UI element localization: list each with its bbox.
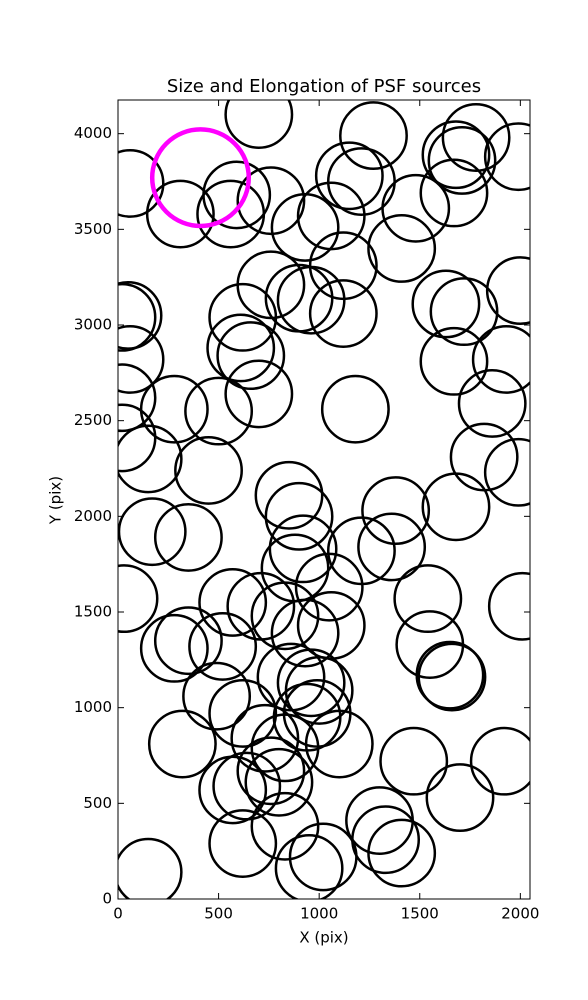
source-ellipse xyxy=(483,437,530,507)
x-tick-label: 2000 xyxy=(501,905,539,923)
highlight-ellipse xyxy=(149,127,252,229)
source-ellipse xyxy=(421,472,491,542)
y-tick-label: 1000 xyxy=(74,698,112,716)
y-tick-label: 3500 xyxy=(74,220,112,238)
source-ellipse xyxy=(118,837,183,899)
source-ellipse xyxy=(421,120,491,190)
source-ellipse xyxy=(268,514,338,584)
source-ellipse xyxy=(244,747,314,817)
x-axis-label: X (pix) xyxy=(299,929,348,947)
source-ellipse xyxy=(415,640,485,710)
source-ellipse xyxy=(174,435,243,505)
y-tick-label: 3000 xyxy=(74,316,112,334)
source-ellipse xyxy=(208,282,278,352)
source-ellipse xyxy=(230,703,300,773)
source-ellipse xyxy=(139,374,209,444)
source-ellipse xyxy=(224,100,294,149)
source-ellipse xyxy=(339,101,408,171)
source-ellipse xyxy=(361,476,431,546)
source-ellipse xyxy=(381,173,451,243)
plot-area xyxy=(118,100,530,899)
source-ellipse xyxy=(485,256,530,325)
source-ellipse xyxy=(469,726,530,796)
source-ellipse xyxy=(184,376,254,446)
source-ellipse xyxy=(457,369,527,438)
y-tick-label: 0 xyxy=(102,890,112,908)
source-ellipse xyxy=(483,122,530,192)
source-ellipse xyxy=(419,158,489,228)
source-ellipse xyxy=(264,481,334,551)
source-ellipse xyxy=(118,325,165,394)
x-tick-label: 0 xyxy=(113,905,123,923)
y-axis-label: Y (pix) xyxy=(47,476,65,525)
source-ellipse xyxy=(367,818,437,888)
source-ellipse xyxy=(357,512,427,582)
source-ellipse xyxy=(118,403,157,473)
source-ellipse xyxy=(145,179,215,249)
y-tick-label: 2500 xyxy=(74,411,112,429)
source-ellipse xyxy=(411,269,481,339)
source-ellipse xyxy=(427,126,497,195)
source-ellipse xyxy=(202,160,272,230)
source-ellipse xyxy=(118,564,159,634)
source-ellipse xyxy=(216,321,286,391)
source-ellipse xyxy=(304,709,374,779)
source-ellipse xyxy=(236,166,306,236)
source-ellipse xyxy=(118,363,157,433)
source-ellipse xyxy=(276,648,346,718)
source-ellipse xyxy=(419,326,489,396)
source-ellipse xyxy=(429,277,499,347)
source-ellipse xyxy=(250,581,320,651)
source-ellipse xyxy=(320,374,390,444)
source-ellipse xyxy=(308,279,378,348)
source-ellipse xyxy=(118,497,187,567)
source-ellipse xyxy=(118,281,163,350)
source-ellipse xyxy=(224,359,294,429)
source-ellipse xyxy=(188,611,258,681)
source-ellipse xyxy=(118,148,165,218)
x-tick-label: 1500 xyxy=(401,905,439,923)
source-ellipse xyxy=(198,567,268,637)
source-ellipse xyxy=(274,833,344,899)
source-ellipse xyxy=(139,613,209,683)
source-ellipse xyxy=(182,661,252,731)
source-ellipse xyxy=(471,325,530,394)
source-ellipse xyxy=(250,791,320,861)
source-ellipse xyxy=(288,822,358,892)
source-ellipse xyxy=(236,736,306,806)
source-ellipse xyxy=(417,642,487,712)
source-ellipse xyxy=(425,763,495,833)
source-ellipse xyxy=(270,192,340,262)
source-ellipse xyxy=(270,598,340,668)
source-ellipse xyxy=(118,424,183,494)
source-ellipse xyxy=(208,678,278,748)
source-ellipse xyxy=(118,282,157,352)
source-ellipse xyxy=(212,751,282,821)
source-ellipse xyxy=(379,726,449,796)
source-ellipse xyxy=(153,606,223,676)
source-ellipse xyxy=(147,709,217,779)
y-tick-label: 2000 xyxy=(74,507,112,525)
source-ellipse xyxy=(487,571,530,641)
y-tick-label: 4000 xyxy=(74,124,112,142)
source-ellipse xyxy=(276,265,346,335)
source-ellipse xyxy=(208,809,278,878)
y-tick-label: 500 xyxy=(83,794,112,812)
plot-frame xyxy=(117,99,531,900)
source-ellipse xyxy=(314,141,384,211)
source-ellipse xyxy=(294,552,364,622)
source-ellipse xyxy=(367,214,437,283)
source-ellipse xyxy=(153,502,223,572)
source-ellipse xyxy=(393,564,463,634)
source-ellipse xyxy=(206,313,276,383)
y-tick-label: 1500 xyxy=(74,603,112,621)
chart-title: Size and Elongation of PSF sources xyxy=(167,76,481,97)
x-tick-label: 1000 xyxy=(300,905,338,923)
x-tick-label: 500 xyxy=(204,905,233,923)
source-ellipse xyxy=(441,103,511,172)
source-ellipse xyxy=(254,460,324,530)
